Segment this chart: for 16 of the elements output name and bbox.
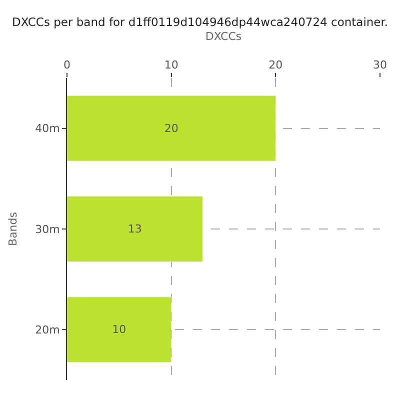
data-label: 10 xyxy=(112,323,126,336)
x-tick-label: 0 xyxy=(64,58,70,72)
data-label: 20 xyxy=(164,122,178,135)
bar xyxy=(67,95,276,162)
y-axis-title: Bands xyxy=(6,212,20,246)
data-label: 13 xyxy=(128,222,142,236)
bar xyxy=(67,296,172,363)
y-tick-label: 30m xyxy=(35,222,60,236)
x-tick-label: 20 xyxy=(268,58,283,72)
x-tick-label: 10 xyxy=(164,58,178,72)
y-tick-label: 20m xyxy=(35,324,60,337)
x-tick-label: 30 xyxy=(373,58,387,72)
y-tick-label: 40m xyxy=(35,122,60,136)
chart-title: DXCCs per band for d1ff0119d104946dp44wca240724 container. xyxy=(12,15,388,30)
x-axis-title: DXCCs xyxy=(205,30,242,44)
bar xyxy=(67,196,203,262)
